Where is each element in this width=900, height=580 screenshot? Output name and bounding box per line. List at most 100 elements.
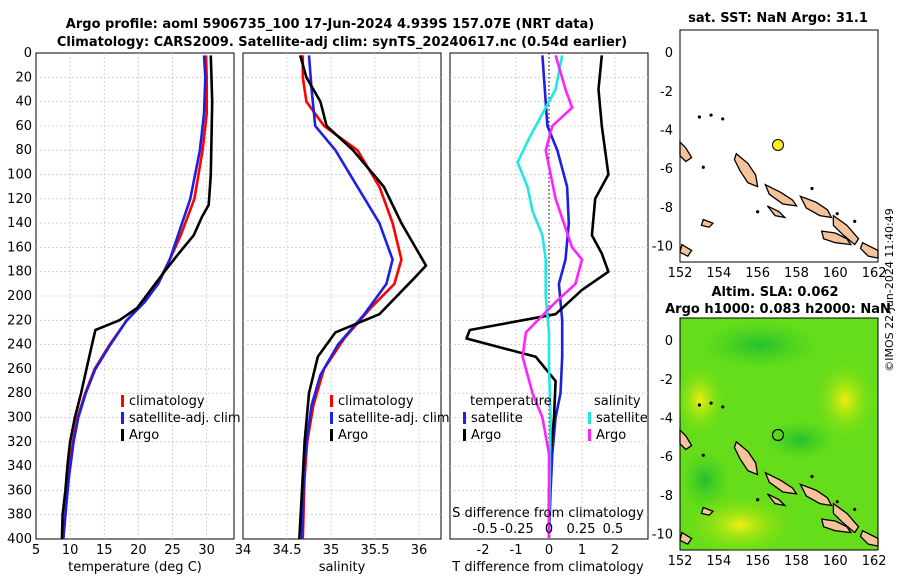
series-line-s-argo [521,55,584,539]
sla-map-title-line2: Argo h1000: 0.083 h2000: NaN [665,302,891,317]
temperature-xlabel: temperature (deg C) [68,560,202,575]
x-tick-label: 5 [32,543,40,558]
coastline-land [679,113,879,259]
latitude-tick-label: -4 [660,124,673,139]
legend-label-argo: Argo [129,428,159,443]
x-tick-label: 15 [96,543,113,558]
island-shape [820,230,853,246]
x-tick-label: 35.5 [361,543,390,558]
salinity-legend: climatology satellite-adj. clim Argo [330,394,450,443]
x-tick-label: 1 [578,543,586,558]
x-tick-label: 35 [323,543,340,558]
y-tick-label: 180 [7,265,32,280]
x-tick-label: 10 [62,543,79,558]
legend-label-t-satellite: satellite [471,411,523,426]
island-shape [700,506,715,516]
island-shape [679,243,693,258]
latitude-tick-label: -10 [652,240,673,255]
x-tick-label: -2 [477,543,490,558]
y-tick-label: 280 [7,386,32,401]
series-line-s-satellite [516,55,564,540]
longitude-tick-label: 158 [784,554,809,569]
y-tick-label: 300 [7,411,32,426]
legend-label-argo: Argo [338,428,368,443]
salinity-difference-axis-title: S difference from climatology [452,506,644,521]
x-tick-label: 34 [235,543,252,558]
x-tick-label: -1 [510,543,523,558]
legend-swatch-s-argo [588,429,591,441]
sst-map-title: sat. SST: NaN Argo: 31.1 [688,11,868,26]
legend-label-climatology: climatology [338,394,414,409]
reef-dot [835,212,839,216]
legend-swatch-argo [330,429,333,441]
legend-swatch-t-satellite [463,412,466,424]
y-tick-label: 20 [15,70,32,85]
salinity-difference-legend: salinity satellite Argo [588,394,648,443]
series-line-argo [60,55,214,540]
island-shape [799,195,833,219]
reef-dot [810,186,814,191]
longitude-tick-label: 154 [706,554,731,569]
series-line-satellite [300,55,394,540]
salinity-xlabel: salinity [319,560,366,575]
island-shape [832,502,860,534]
island-shape [679,428,693,451]
s-tick-label: 0 [545,522,553,537]
reef-dot [853,507,857,511]
y-tick-label: 240 [7,338,32,353]
longitude-tick-label: 152 [668,266,693,281]
y-tick-label: 40 [15,95,32,110]
y-tick-label: 80 [15,143,32,158]
longitude-tick-label: 162 [862,554,887,569]
y-tick-label: 120 [7,192,32,207]
legend-swatch-climatology [330,395,333,407]
temperature-difference-legend: temperature satellite Argo [463,394,552,443]
s-tick-label: -0.25 [500,522,534,537]
reef-dot [697,403,702,407]
figure-title-line2: Climatology: CARS2009. Satellite-adj cli… [57,35,627,50]
sst-map: sat. SST: NaN Argo: 31.1 0 -2 -4 -6 -8 -10 15… [652,11,887,281]
legend-swatch-s-satellite [588,412,591,424]
series-line-argo [298,55,428,540]
temperature-panel: 5 10 15 20 25 30 0 20 40 60 80 100 120 140 160 180 200 2… [7,46,240,575]
reef-dot [721,405,725,409]
legend-label-climatology: climatology [129,394,205,409]
island-shape [764,183,798,207]
island-shape [799,483,833,507]
reef-dot [701,453,705,457]
reef-dot [810,474,814,479]
latitude-tick-label: -6 [660,162,673,177]
island-shape [766,205,787,219]
s-tick-label: 0.5 [603,522,624,537]
y-tick-label: 220 [7,313,32,328]
legend-swatch-satellite [121,412,124,424]
y-tick-label: 160 [7,240,32,255]
sla-high-region [685,495,795,555]
y-tick-label: 340 [7,459,32,474]
latitude-tick-label: -4 [660,412,673,427]
y-tick-label: 260 [7,362,32,377]
salinity-panel: 34 34.5 35 35.5 36 salinity climatology sate… [235,52,450,575]
x-tick-label: 34.5 [273,543,302,558]
reef-dot [709,113,713,117]
coastline-land [679,401,879,547]
latitude-tick-label: -10 [652,528,673,543]
copyright-footer: ©IMOS 22-Jun-2024 11:40:49 [883,208,896,372]
salinity-difference-ticks: -0.5 -0.25 0 0.25 0.5 [472,522,623,537]
y-tick-label: 360 [7,483,32,498]
longitude-tick-label: 152 [668,554,693,569]
latitude-tick-label: -2 [660,373,673,388]
reef-dot [853,219,857,223]
sla-map: Altim. SLA: 0.062 Argo h1000: 0.083 h200… [652,285,891,569]
legend-swatch-t-argo [463,429,466,441]
legend-label-satellite: satellite-adj. clim [338,411,450,426]
legend-label-s-argo: Argo [596,428,626,443]
y-tick-label: 400 [7,532,32,547]
sla-low-region [765,420,835,460]
temperature-legend: climatology satellite-adj. clim Argo [121,394,241,443]
longitude-tick-label: 154 [706,266,731,281]
reef-dot [756,498,760,502]
island-shape [820,518,853,534]
reef-dot [721,117,725,121]
